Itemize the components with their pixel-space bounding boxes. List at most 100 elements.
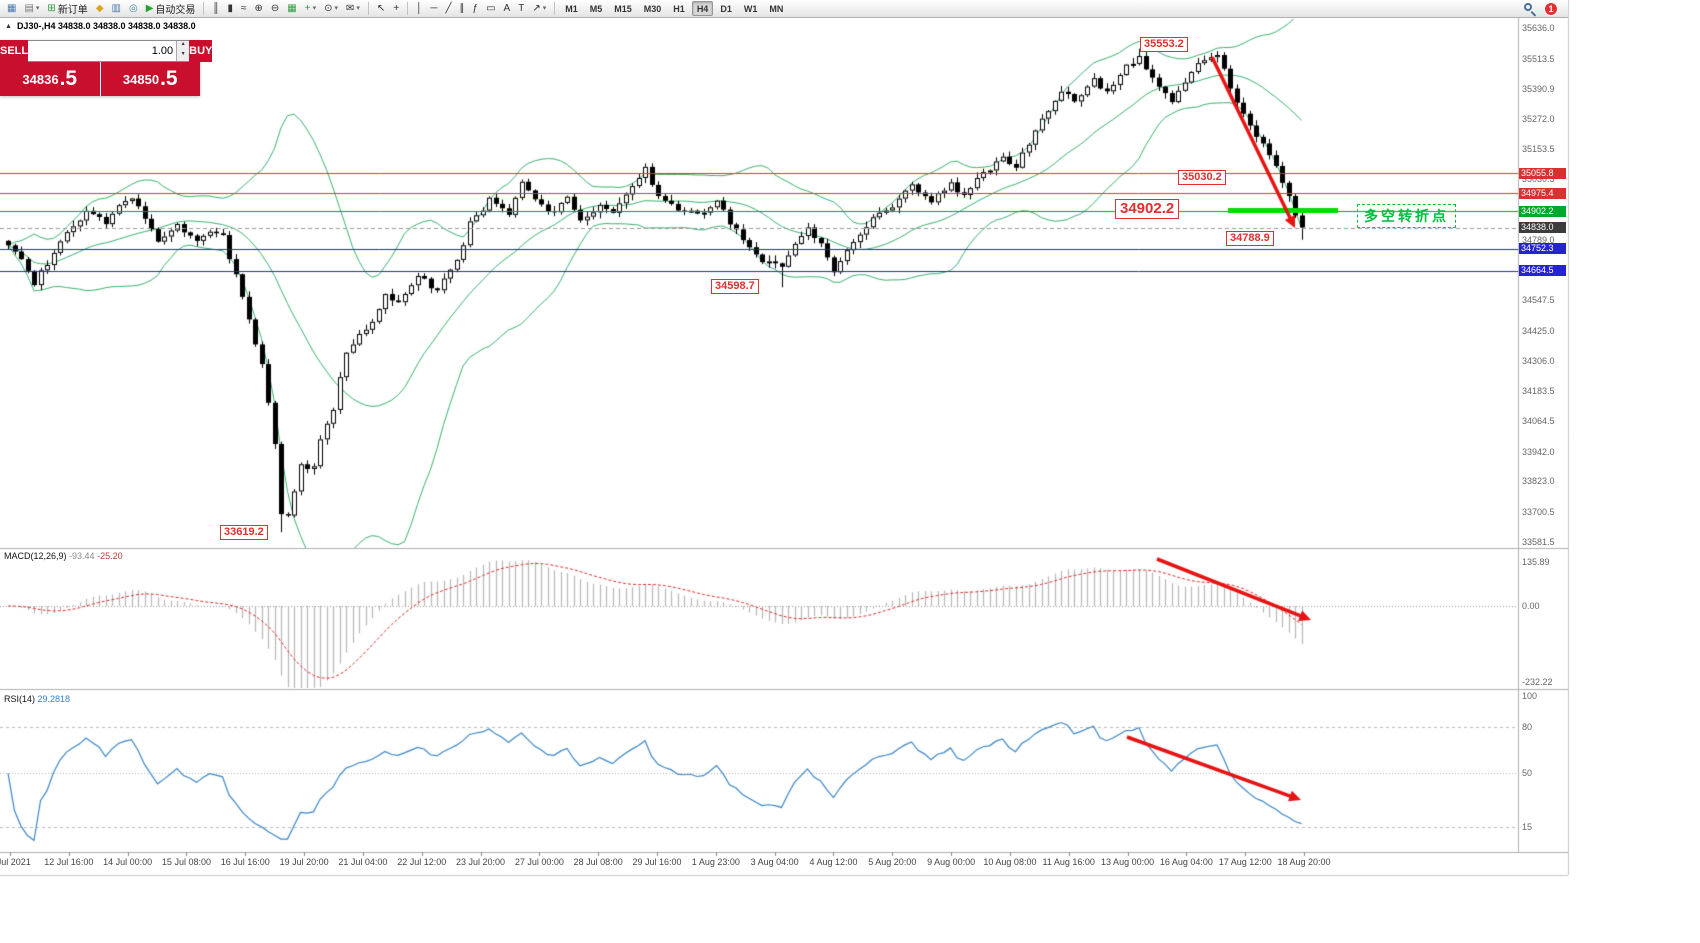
toolbar-new-order-button[interactable]: ⊞ 新订单	[43, 1, 91, 17]
price-callout-crash_low[interactable]: 33619.2	[220, 525, 268, 540]
toolbar-periods-button[interactable]: ⊙ ▾	[320, 1, 342, 17]
toolbar-cursor-button[interactable]: ↖	[373, 1, 389, 17]
top-toolbar: ▦ ▤ ▾ ⊞ 新订单 ◆ ▥ ◎ ▶ 自动交易 ║ ▮ ≈ ⊕ ⊖ ▦ + ▾ ⊙ ▾ ✉ ▾ ↖ + │ ─ ╱ ∥ ƒ ▭ A T ↗ ▾ M…	[0, 0, 1568, 18]
time-axis-label: 8 Jul 2021	[0, 857, 31, 867]
indicators-icon: +	[304, 2, 311, 14]
toolbar-autotrading-button[interactable]: ▶ 自动交易	[142, 1, 200, 17]
toolbar-profiles-button[interactable]: ▤ ▾	[20, 1, 43, 17]
profiles-dropdown-icon: ▾	[35, 5, 40, 12]
timeframe-d1-button[interactable]: D1	[720, 3, 732, 14]
timeframe-h1-button[interactable]: H1	[673, 3, 685, 14]
new-order-icon: ⊞	[47, 2, 56, 14]
sell-price[interactable]: 34836 .5	[0, 62, 100, 96]
text-icon: A	[503, 2, 511, 14]
time-axis-label: 5 Aug 20:00	[868, 857, 917, 867]
toolbar-arrows-button[interactable]: ↗ ▾	[528, 1, 550, 17]
price-axis-tick: 33942.0	[1522, 446, 1555, 457]
macd-axis-label: -232.22	[1522, 676, 1553, 687]
toolbar-templates-button[interactable]: ✉ ▾	[342, 1, 364, 17]
search-icon[interactable]	[1523, 2, 1537, 17]
volume-up-arrow[interactable]: ▴	[181, 41, 185, 47]
profiles-icon: ▤	[24, 2, 34, 14]
notification-badge[interactable]: 1	[1544, 2, 1558, 16]
timeframe-m1-button[interactable]: M1	[565, 3, 578, 14]
price-callout-level1[interactable]: 35030.2	[1178, 170, 1226, 185]
price-axis-tick: 35636.0	[1522, 23, 1555, 33]
chart-candles-icon: ▮	[227, 2, 234, 14]
toolbar-fibonacci-button[interactable]: ƒ	[469, 1, 483, 17]
toolbar-chart-line-button[interactable]: ≈	[237, 1, 251, 17]
time-axis-label: 21 Jul 04:00	[338, 857, 388, 867]
macd-name: MACD(12,26,9)	[4, 551, 67, 561]
price-axis-tick: 34306.0	[1522, 355, 1555, 366]
turning-point-label[interactable]: 多空转折点	[1357, 204, 1456, 228]
volume-spinner: ▴ ▾	[176, 41, 190, 61]
toolbar-chart-bars-button[interactable]: ║	[208, 1, 223, 17]
time-axis-label: 28 Jul 08:00	[573, 857, 623, 867]
toolbar-chart-candles-button[interactable]: ▮	[224, 1, 238, 17]
new-order-label: 新订单	[57, 5, 88, 16]
toolbar-trendline-button[interactable]: ╱	[442, 1, 456, 17]
toolbar-tile-windows-button[interactable]: ▦	[283, 1, 300, 17]
periods-icon: ⊙	[324, 2, 333, 14]
shapes-icon: ▭	[486, 2, 496, 14]
toolbar-navigator-button[interactable]: ◎	[125, 1, 142, 17]
rsi-value: 29.2818	[37, 694, 71, 704]
chart-bars-icon: ║	[212, 2, 220, 14]
sell-button[interactable]: SELL	[0, 40, 29, 62]
price-axis-tag: 34664.5	[1519, 265, 1566, 277]
symbol-ohlc-text: DJ30-,H4 34838.0 34838.0 34838.0 34838.0	[16, 21, 196, 31]
search-icon-handle	[1530, 11, 1537, 17]
toolbar-zoom-out-button[interactable]: ⊖	[267, 1, 283, 17]
price-callout-swing_low[interactable]: 34598.7	[711, 279, 759, 294]
volume-input[interactable]	[28, 41, 177, 61]
buy-price-main: 34850	[122, 71, 160, 87]
price-axis-tick: 34064.5	[1522, 415, 1555, 426]
one-click-collapse-icon[interactable]: ▲	[5, 22, 12, 30]
timeframe-m15-button[interactable]: M15	[614, 3, 632, 14]
timeframe-h4-button[interactable]: H4	[691, 1, 714, 16]
timeframe-m5-button[interactable]: M5	[589, 3, 603, 14]
timeframe-w1-button[interactable]: W1	[743, 3, 758, 14]
price-axis-tag: 34902.2	[1519, 205, 1566, 217]
toolbar-crosshair-button[interactable]: +	[389, 1, 403, 17]
time-axis-label: 13 Aug 00:00	[1101, 857, 1155, 867]
time-axis-label: 22 Jul 12:00	[397, 857, 447, 867]
time-axis-label: 11 Aug 16:00	[1042, 857, 1095, 867]
new-chart-icon: ▦	[7, 2, 17, 14]
volume-down-arrow[interactable]: ▾	[181, 51, 185, 57]
arrows-icon: ↗	[532, 2, 541, 14]
price-callout-high[interactable]: 35553.2	[1140, 37, 1188, 52]
toolbar-data-window-button[interactable]: ▥	[108, 1, 125, 17]
data-window-icon: ▥	[111, 2, 121, 14]
toolbar-new-chart-button[interactable]: ▦	[3, 1, 20, 17]
toolbar-horizontal-line-button[interactable]: ─	[426, 1, 441, 17]
macd-indicator-label: MACD(12,26,9) -93.44 -25.20	[4, 551, 123, 561]
toolbar-zoom-in-button[interactable]: ⊕	[251, 1, 267, 17]
buy-button[interactable]: BUY	[189, 40, 213, 62]
buy-price[interactable]: 34850 .5	[100, 62, 200, 96]
chart-line-icon: ≈	[241, 2, 247, 14]
toolbar-text-button[interactable]: A	[500, 1, 515, 17]
toolbar-shapes-button[interactable]: ▭	[482, 1, 499, 17]
time-axis-label: 9 Aug 00:00	[927, 857, 976, 867]
toolbar-market-watch-button[interactable]: ◆	[92, 1, 108, 17]
toolbar-text-label-button[interactable]: T	[514, 1, 528, 17]
rsi-name: RSI(14)	[4, 694, 36, 704]
toolbar-vertical-line-button[interactable]: │	[412, 1, 426, 17]
timeframe-mn-button[interactable]: MN	[769, 3, 784, 14]
timeframe-m30-button[interactable]: M30	[643, 3, 662, 14]
templates-dropdown-icon: ▾	[356, 5, 360, 12]
rsi-axis-label: 80	[1522, 721, 1533, 732]
market-watch-icon: ◆	[95, 2, 104, 14]
toolbar-indicators-button[interactable]: + ▾	[301, 1, 320, 17]
rsi-axis-label: 100	[1522, 691, 1538, 702]
price-axis-tick: 33581.5	[1522, 536, 1555, 547]
price-callout-level2[interactable]: 34902.2	[1115, 199, 1180, 219]
price-axis-tick: 35390.9	[1522, 84, 1555, 95]
sell-price-main: 34836	[22, 71, 59, 87]
price-callout-level3[interactable]: 34788.9	[1226, 231, 1274, 246]
toolbar-channel-button[interactable]: ∥	[456, 1, 469, 17]
